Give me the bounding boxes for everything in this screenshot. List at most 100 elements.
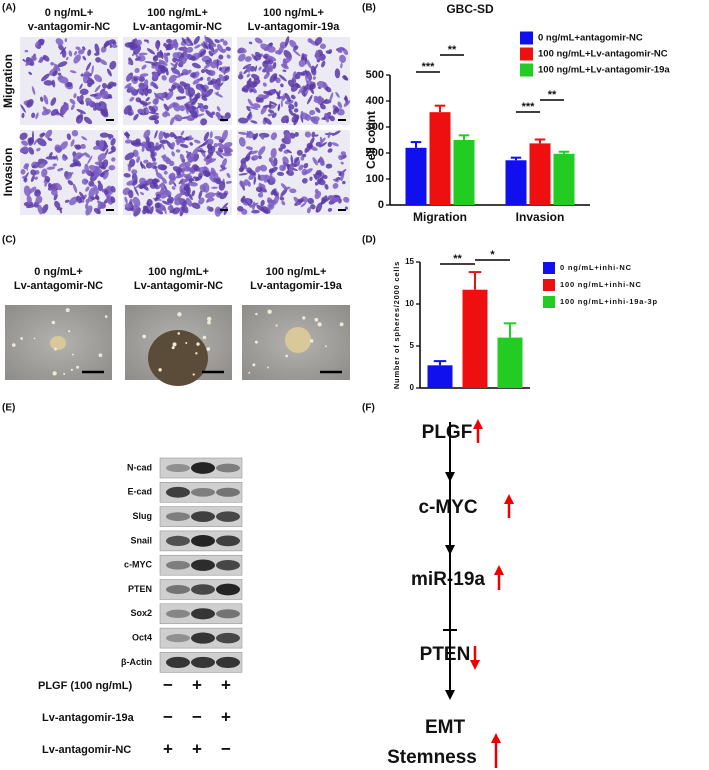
cell — [310, 204, 316, 210]
cell — [223, 142, 233, 148]
cell — [41, 109, 51, 116]
cell — [85, 62, 92, 71]
sphere-image — [5, 305, 112, 380]
cell — [272, 195, 280, 206]
cell — [145, 208, 151, 214]
cell — [142, 334, 147, 339]
significance-label: ** — [453, 253, 462, 265]
cell — [246, 64, 252, 73]
bar — [427, 365, 453, 388]
cell — [20, 146, 29, 153]
cell — [248, 106, 259, 111]
cell — [182, 166, 192, 172]
cell — [237, 206, 244, 212]
error-bar — [503, 322, 517, 338]
row-label: Invasion — [1, 148, 15, 197]
cell — [200, 42, 205, 47]
y-tick-label: 500 — [366, 69, 384, 81]
cell — [225, 46, 231, 51]
cell — [342, 48, 349, 56]
cell — [191, 202, 201, 209]
band — [191, 656, 215, 668]
condition-sign: − — [163, 675, 173, 694]
cell — [82, 55, 87, 61]
pathway-node: Stemness — [387, 747, 477, 768]
cell — [340, 170, 345, 182]
cell — [246, 73, 251, 78]
cell — [263, 179, 268, 183]
cell — [88, 165, 99, 173]
cell — [260, 199, 265, 207]
cell — [275, 324, 278, 327]
cell — [30, 175, 35, 183]
cell — [271, 112, 277, 119]
cell — [304, 57, 307, 65]
cell — [23, 177, 28, 183]
cell — [34, 41, 40, 48]
cell — [161, 177, 167, 184]
cell — [302, 316, 306, 320]
cell — [101, 159, 109, 169]
cell — [153, 55, 159, 62]
cell — [267, 89, 277, 96]
cell — [270, 175, 276, 182]
cell — [288, 104, 295, 110]
cell — [43, 94, 49, 105]
cell — [62, 103, 69, 114]
cell — [30, 169, 37, 176]
cell — [94, 192, 98, 196]
cell — [66, 133, 72, 141]
cell — [312, 157, 318, 166]
panel-label: (D) — [362, 235, 376, 246]
cell — [155, 142, 159, 146]
cell — [155, 143, 163, 151]
cell — [88, 187, 96, 198]
cell — [143, 85, 148, 89]
legend-label: 100 ng/mL+Lv-antagomir-19a — [538, 65, 670, 76]
micrograph — [19, 129, 118, 216]
cell — [266, 179, 270, 183]
cell — [31, 165, 36, 168]
legend-swatch — [520, 31, 533, 45]
cell — [334, 68, 341, 79]
cell — [339, 322, 344, 327]
cell — [185, 197, 193, 207]
cell — [214, 135, 224, 141]
cell — [257, 146, 266, 156]
cell — [284, 36, 290, 47]
cell — [128, 158, 136, 168]
cell — [168, 74, 177, 84]
cell — [153, 178, 160, 183]
cell — [157, 164, 168, 171]
cell — [327, 131, 331, 139]
panel-label: (E) — [2, 403, 15, 414]
band — [166, 486, 190, 498]
cell — [325, 163, 333, 169]
cell — [255, 186, 263, 193]
cell — [181, 37, 187, 44]
cell — [218, 147, 224, 153]
protein-label: Snail — [130, 535, 152, 545]
cell — [28, 71, 32, 75]
cell — [85, 97, 93, 106]
cell — [208, 50, 214, 57]
band — [216, 535, 240, 547]
cell — [205, 152, 214, 160]
cell — [203, 62, 213, 70]
cell — [218, 67, 222, 71]
cell — [163, 52, 169, 63]
cell — [140, 192, 144, 195]
cell — [270, 132, 278, 141]
cell — [146, 198, 153, 207]
cell — [94, 84, 101, 93]
cell — [282, 156, 289, 165]
cell — [175, 116, 181, 122]
cell — [149, 206, 154, 215]
cell — [206, 206, 211, 211]
cell — [20, 337, 23, 340]
error-bar — [534, 138, 546, 144]
cell — [279, 164, 286, 172]
cell — [82, 46, 86, 51]
cell — [190, 96, 198, 105]
cell — [132, 180, 138, 186]
